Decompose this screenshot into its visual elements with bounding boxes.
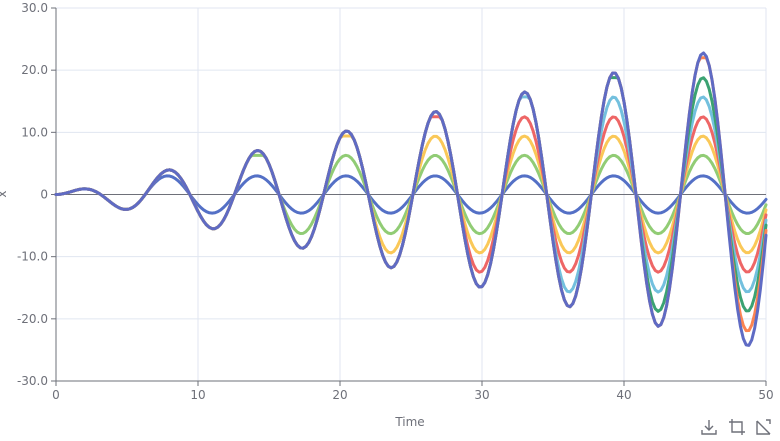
y-tick-label: 20.0 [21,63,48,77]
y-tick-label: 10.0 [21,125,48,139]
axes [51,7,767,386]
y-tick-label: -30.0 [17,374,48,388]
crop-icon [729,419,745,435]
x-tick-label: 40 [616,388,631,402]
x-tick-label: 0 [52,388,60,402]
restore-icon [756,419,771,435]
x-tick-label: 10 [190,388,205,402]
x-axis-title: Time [394,415,424,429]
crop-button[interactable] [728,418,748,438]
series-group [54,51,768,347]
restore-button[interactable] [754,418,774,438]
download-button[interactable] [700,418,720,438]
y-axis-title: x [0,190,9,197]
x-tick-label: 20 [332,388,347,402]
y-tick-label: -10.0 [17,250,48,264]
tick-labels: 0 10 20 30 40 50 -30.0 -20.0 -10.0 0 10.0 20.0 30.0 [17,1,774,402]
x-tick-label: 50 [758,388,773,402]
x-tick-label: 30 [474,388,489,402]
y-tick-label: -20.0 [17,312,48,326]
y-tick-label: 0 [40,188,48,202]
download-icon [701,420,717,435]
y-tick-label: 30.0 [21,1,48,15]
series-line-8 [54,51,768,347]
